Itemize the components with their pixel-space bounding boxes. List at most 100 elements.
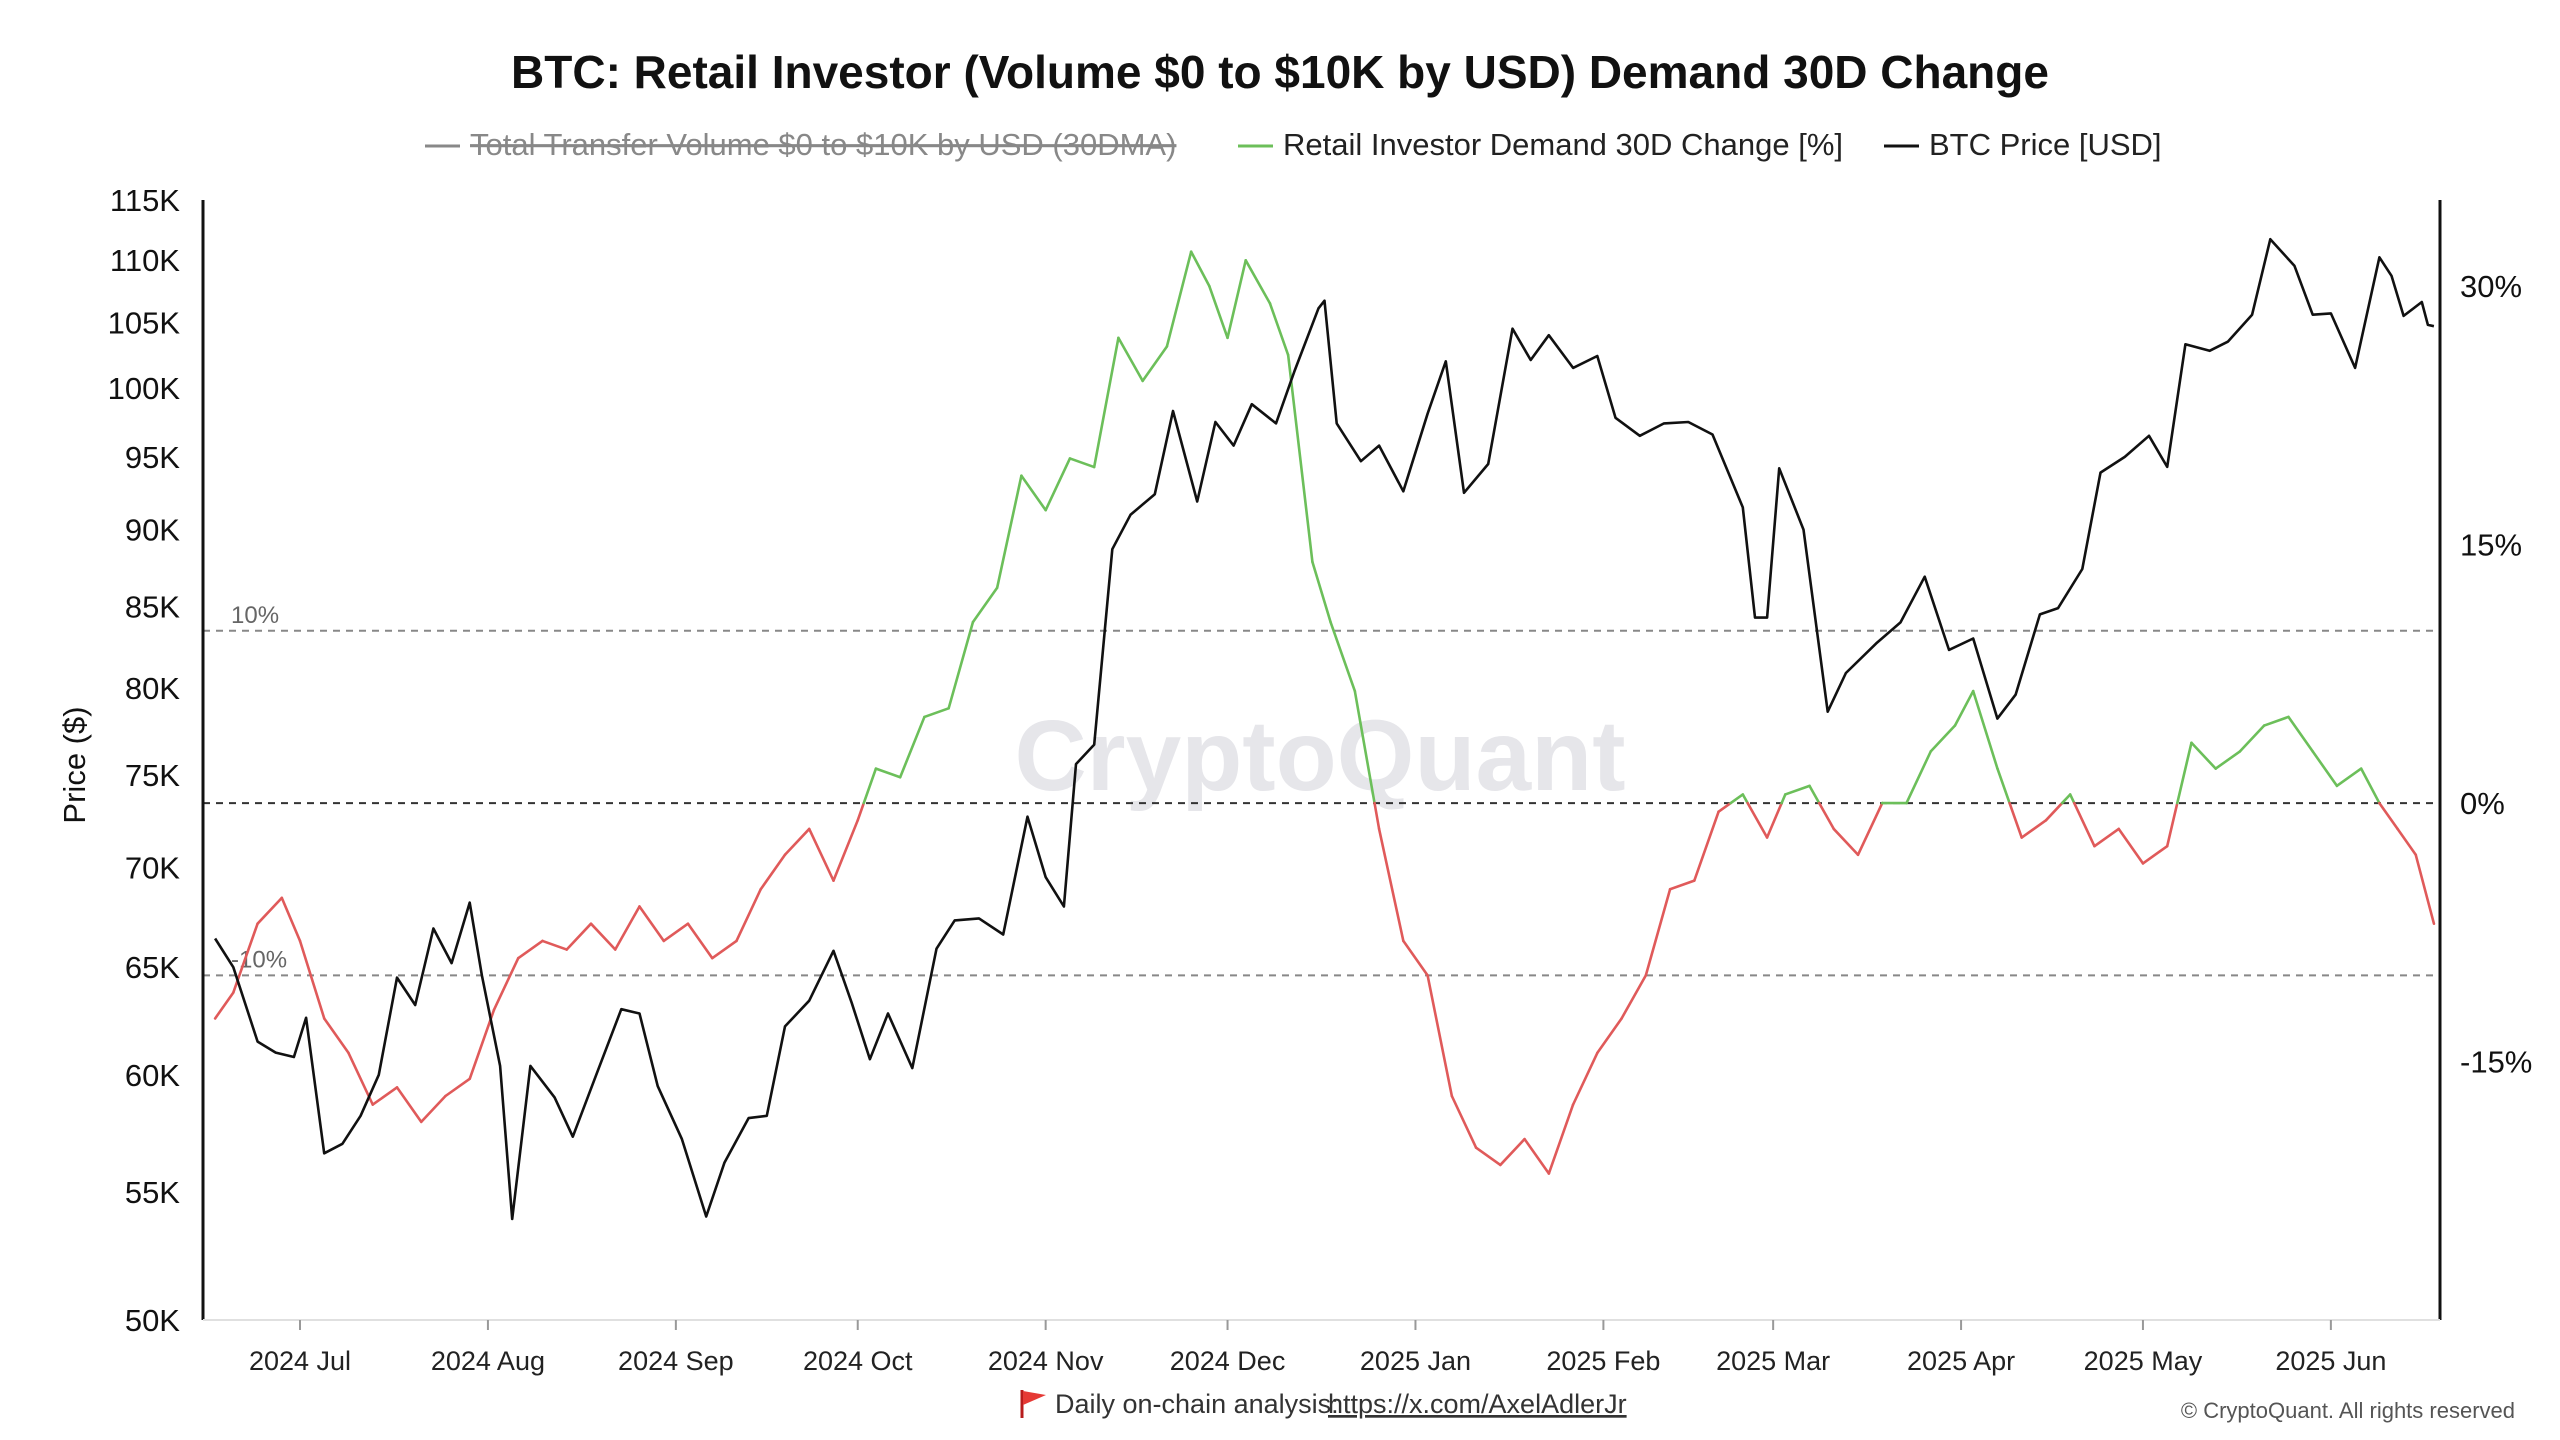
demand-segment-51-0 <box>1402 939 1429 977</box>
demand-segment-3-0 <box>280 896 302 943</box>
x-tick-label-9: 2025 Apr <box>1907 1346 2015 1376</box>
demand-segment-13-0 <box>516 939 544 960</box>
reference-line-label-0: 10% <box>231 602 279 629</box>
x-tick-label-1: 2024 Aug <box>431 1346 545 1376</box>
legend-label-total-transfer-volume: Total Transfer Volume $0 to $10K by USD … <box>470 127 1176 162</box>
legend-item-total-transfer-volume[interactable]: Total Transfer Volume $0 to $10K by USD … <box>425 127 1176 162</box>
demand-segment-47-0 <box>1311 560 1332 624</box>
demand-segment-32-0 <box>971 586 999 624</box>
demand-segment-29-0 <box>898 715 926 779</box>
demand-segment-19-0 <box>662 922 690 943</box>
demand-segment-84-0 <box>2190 741 2217 770</box>
demand-segment-52-0 <box>1426 974 1454 1098</box>
demand-segment-82-0 <box>2141 844 2169 865</box>
y-left-tick-label-1: 55K <box>125 1175 180 1210</box>
y-left-tick-label-6: 80K <box>125 671 180 706</box>
demand-segment-68-1 <box>1817 801 1836 831</box>
demand-segment-25-0 <box>807 827 835 882</box>
demand-segment-17-0 <box>613 905 641 951</box>
demand-segment-42-0 <box>1208 284 1229 340</box>
x-tick-label-10: 2025 May <box>2084 1346 2203 1376</box>
demand-segment-73-0 <box>1929 724 1957 753</box>
demand-segment-60-0 <box>1620 974 1648 1020</box>
demand-segment-70-0 <box>1856 801 1884 857</box>
demand-segment-36-0 <box>1068 457 1096 469</box>
demand-segment-48-0 <box>1329 620 1357 693</box>
demand-segment-78-1 <box>2060 793 2072 805</box>
demand-segment-10-0 <box>444 1077 472 1098</box>
demand-segment-76-0 <box>1996 767 2011 805</box>
demand-segment-91-0 <box>2359 767 2381 805</box>
y-left-tick-label-8: 90K <box>125 513 180 548</box>
watermark-logo: CryptoQuant <box>1014 700 1625 812</box>
demand-segment-79-0 <box>2068 793 2076 805</box>
red-flag-icon <box>1020 1390 1046 1418</box>
legend[interactable]: Total Transfer Volume $0 to $10K by USD … <box>425 127 2162 162</box>
demand-segment-40-0 <box>1165 250 1193 348</box>
y-left-tick-label-7: 85K <box>125 589 180 624</box>
demand-segment-83-1 <box>2175 741 2193 805</box>
demand-segment-87-0 <box>2262 715 2290 727</box>
demand-segment-54-0 <box>1474 1146 1502 1167</box>
x-tick-label-2: 2024 Sep <box>618 1346 734 1376</box>
demand-segment-59-0 <box>1596 1017 1623 1055</box>
y-left-tick-label-3: 65K <box>125 950 180 985</box>
demand-segment-64-1 <box>1729 793 1745 805</box>
demand-segment-46-0 <box>1286 353 1314 564</box>
demand-segment-77-0 <box>2020 819 2048 839</box>
demand-segment-39-0 <box>1141 345 1169 383</box>
y-left-tick-label-4: 70K <box>125 851 180 886</box>
demand-segment-37-0 <box>1092 336 1120 469</box>
footer-link[interactable]: https://x.com/AxelAdlerJr <box>1328 1389 1627 1419</box>
demand-segment-27-1 <box>862 767 878 805</box>
chart-title: BTC: Retail Investor (Volume $0 to $10K … <box>511 46 2049 98</box>
demand-segment-22-0 <box>735 887 763 943</box>
y-left-tick-label-0: 50K <box>125 1303 180 1338</box>
demand-segment-64-0 <box>1717 801 1733 813</box>
demand-segment-58-0 <box>1571 1051 1599 1106</box>
demand-segment-85-0 <box>2214 750 2242 770</box>
copyright-text: © CryptoQuant. All rights reserved <box>2181 1398 2515 1423</box>
y-left-tick-label-10: 100K <box>108 371 181 406</box>
demand-segment-49-1 <box>1373 801 1381 831</box>
demand-segment-4-0 <box>298 939 326 1020</box>
demand-segment-57-0 <box>1547 1103 1575 1175</box>
x-tick-label-5: 2024 Dec <box>1170 1346 1286 1376</box>
demand-segment-79-1 <box>2072 801 2096 848</box>
demand-segment-89-0 <box>2311 750 2339 788</box>
demand-segment-67-0 <box>1783 784 1811 796</box>
demand-segment-14-0 <box>541 939 569 951</box>
demand-segment-61-0 <box>1644 887 1672 977</box>
demand-segment-5-0 <box>322 1017 350 1055</box>
y-right-tick-label-0: 30% <box>2460 269 2522 304</box>
demand-segment-24-0 <box>783 827 811 857</box>
demand-segment-86-0 <box>2238 724 2266 753</box>
demand-segment-15-0 <box>565 922 593 951</box>
y-right-tick-label-3: -15% <box>2460 1045 2532 1080</box>
demand-segment-23-0 <box>759 853 787 891</box>
demand-segment-76-1 <box>2008 801 2023 839</box>
demand-series-line <box>213 250 2436 1175</box>
demand-segment-92-1 <box>2378 801 2399 831</box>
demand-segment-65-1 <box>1746 801 1769 839</box>
demand-segment-28-0 <box>874 767 902 779</box>
x-tick-label-8: 2025 Mar <box>1716 1346 1830 1376</box>
demand-segment-26-0 <box>832 819 860 882</box>
demand-segment-68-0 <box>1808 784 1821 805</box>
demand-segment-50-0 <box>1377 827 1405 943</box>
demand-segment-43-0 <box>1226 259 1248 340</box>
x-tick-label-4: 2024 Nov <box>988 1346 1104 1376</box>
demand-segment-18-0 <box>638 905 666 943</box>
demand-segment-8-0 <box>395 1086 423 1124</box>
demand-segment-53-0 <box>1450 1094 1478 1149</box>
legend-item-retail-demand[interactable]: Retail Investor Demand 30D Change [%] <box>1238 127 1843 162</box>
x-tick-label-11: 2025 Jun <box>2275 1346 2386 1376</box>
price-series-line <box>214 237 2435 1221</box>
demand-segment-93-0 <box>2396 827 2418 857</box>
demand-segment-2-0 <box>256 896 284 925</box>
demand-segment-81-0 <box>2117 827 2145 865</box>
demand-segment-69-0 <box>1832 827 1860 857</box>
demand-segment-80-0 <box>2093 827 2120 848</box>
legend-item-btc-price[interactable]: BTC Price [USD] <box>1884 127 2162 162</box>
